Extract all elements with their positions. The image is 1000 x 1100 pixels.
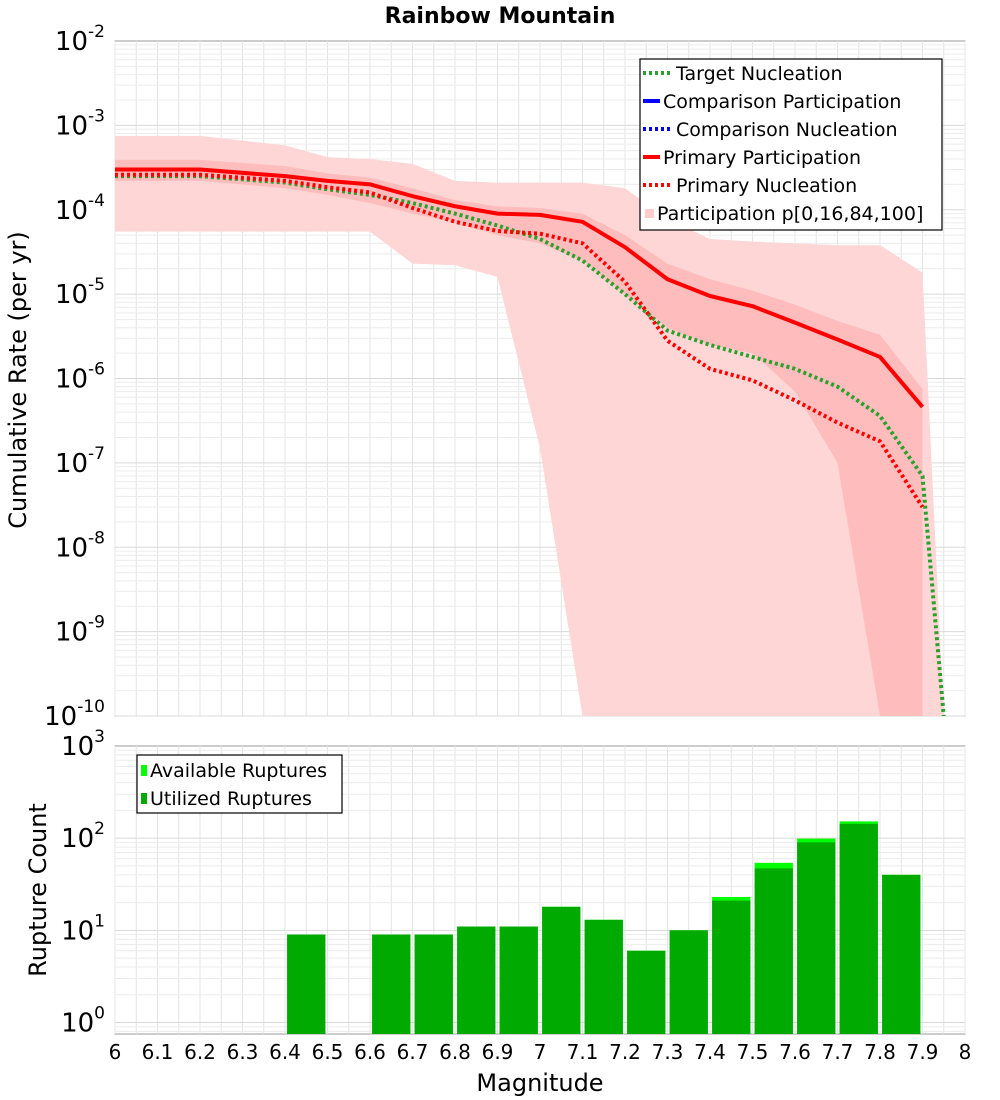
band-p0-p100 (115, 135, 944, 717)
bar-utilized-ruptures (839, 823, 878, 1034)
y-tick-label: 10-3 (55, 106, 105, 141)
y-tick-label: 10-5 (55, 275, 105, 310)
bar-utilized-ruptures (287, 934, 326, 1034)
y-tick-label: 101 (61, 911, 105, 946)
bar-utilized-ruptures (712, 900, 751, 1034)
x-tick-label: 7.5 (737, 1040, 769, 1064)
y-tick-label: 103 (61, 727, 105, 762)
rate-y-tick-labels: 10-10 10-9 10-8 10-7 10-6 10-5 10-4 10-3 10-2 (44, 22, 105, 732)
bar-utilized-ruptures (372, 934, 411, 1034)
x-tick-label: 6 (109, 1040, 122, 1064)
x-tick-label: 6.5 (312, 1040, 344, 1064)
bar-utilized-ruptures (499, 926, 538, 1034)
legend-label: Primary Participation (663, 147, 861, 169)
series-primary-participation (115, 167, 925, 409)
y-tick-label: 10-8 (55, 528, 105, 563)
y-tick-label: 10-10 (44, 697, 105, 732)
bar-utilized-ruptures (797, 842, 836, 1034)
x-axis-label: Magnitude (476, 1069, 603, 1097)
x-tick-label: 7.7 (822, 1040, 854, 1064)
x-tick-label: 7.2 (609, 1040, 641, 1064)
y-tick-label: 10-4 (55, 191, 105, 226)
x-tick-label: 8 (959, 1040, 972, 1064)
y-tick-label: 100 (61, 1003, 105, 1038)
legend-label: Available Ruptures (150, 760, 327, 782)
y-tick-label: 10-6 (55, 360, 105, 395)
rate-curves (115, 167, 946, 717)
bar-utilized-ruptures (584, 919, 623, 1034)
chart-title: Rainbow Mountain (385, 4, 616, 29)
x-tick-label: 7 (534, 1040, 547, 1064)
rate-plot: 10-10 10-9 10-8 10-7 10-6 10-5 10-4 10-3 10-2 Cu… (4, 22, 966, 732)
bar-utilized-ruptures (754, 868, 793, 1034)
x-tick-label: 7.9 (907, 1040, 939, 1064)
legend-label: Utilized Ruptures (150, 788, 312, 810)
legend-swatch (141, 793, 147, 804)
legend-label: Comparison Nucleation (676, 119, 898, 141)
rupture-bars (287, 821, 921, 1034)
x-tick-label: 7.4 (694, 1040, 726, 1064)
rupture-legend: Available Ruptures Utilized Ruptures (136, 754, 343, 814)
rate-legend: Target Nucleation Comparison Participatio… (639, 58, 943, 231)
bar-utilized-ruptures (457, 926, 496, 1034)
y-tick-label: 102 (61, 819, 105, 854)
legend-box (639, 58, 943, 231)
bar-utilized-ruptures (542, 906, 581, 1034)
x-tick-label: 6.4 (269, 1040, 301, 1064)
series-primary-nucleation (115, 172, 925, 509)
count-y-axis-label: Rupture Count (24, 803, 52, 977)
legend-label: Participation p[0,16,84,100] (657, 203, 923, 225)
series-target-nucleation (115, 174, 946, 717)
legend-swatch (645, 209, 654, 218)
x-tick-label: 6.1 (142, 1040, 174, 1064)
magnitude-tick-labels: 6 6.1 6.2 6.3 6.4 6.5 6.6 6.7 6.8 6.9 7 7.1 7.2 7.3 7.… (109, 1040, 972, 1064)
x-tick-label: 7.1 (567, 1040, 599, 1064)
bar-utilized-ruptures (414, 934, 453, 1034)
x-tick-label: 6.8 (439, 1040, 471, 1064)
x-tick-label: 6.7 (397, 1040, 429, 1064)
y-tick-label: 10-9 (55, 613, 105, 648)
legend-label: Comparison Participation (663, 91, 901, 113)
bar-utilized-ruptures (627, 950, 666, 1034)
legend-swatch (141, 765, 147, 776)
x-tick-label: 6.6 (354, 1040, 386, 1064)
legend-box (136, 754, 343, 814)
count-plot: 100 101 102 103 6 6.1 6.2 6.3 6.4 6.5 6.6 6.7 6.8 6.… (24, 727, 971, 1097)
legend-label: Primary Nucleation (676, 175, 857, 197)
legend-label: Target Nucleation (675, 63, 843, 85)
y-tick-label: 10-2 (55, 22, 105, 57)
x-tick-label: 6.3 (227, 1040, 259, 1064)
x-tick-label: 7.8 (864, 1040, 896, 1064)
bar-utilized-ruptures (669, 930, 708, 1034)
x-tick-label: 6.9 (482, 1040, 514, 1064)
x-tick-label: 7.6 (779, 1040, 811, 1064)
x-tick-label: 7.3 (652, 1040, 684, 1064)
y-tick-label: 10-7 (55, 444, 105, 479)
x-tick-label: 6.2 (184, 1040, 216, 1064)
rate-y-axis-label: Cumulative Rate (per yr) (4, 231, 32, 529)
bar-utilized-ruptures (882, 874, 921, 1034)
count-y-tick-labels: 100 101 102 103 (61, 727, 105, 1038)
